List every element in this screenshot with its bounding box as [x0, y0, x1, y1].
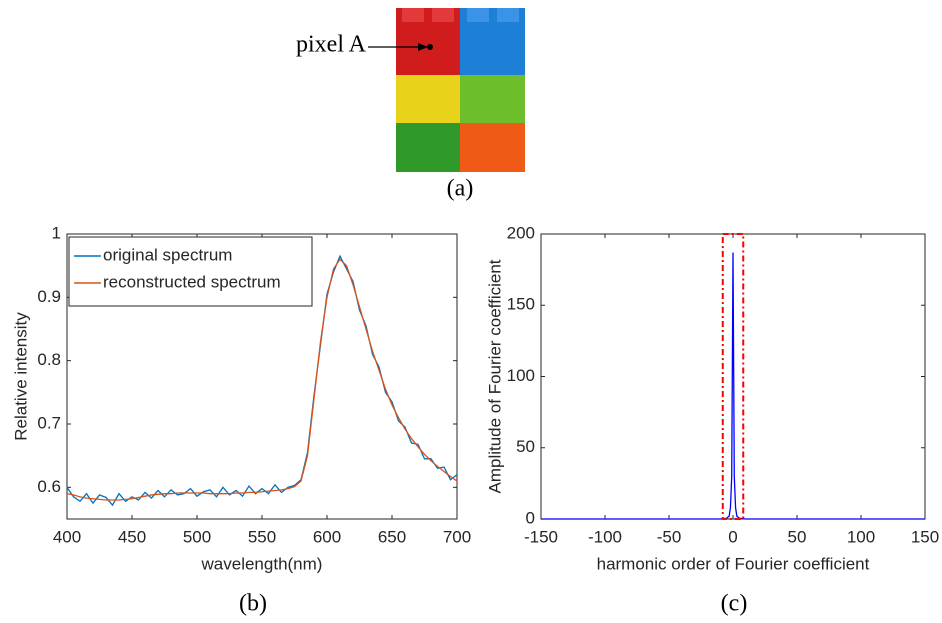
- caption: (c): [721, 591, 748, 617]
- y-tick-label: 0.6: [37, 477, 61, 496]
- annotation: pixel A: [296, 32, 367, 58]
- green-brick: [396, 123, 460, 172]
- y-axis-label: Relative intensity: [11, 312, 30, 441]
- line: [66, 258, 458, 501]
- caption: (b): [239, 591, 267, 617]
- x-tick-label: 100: [847, 527, 875, 546]
- stud: [497, 8, 519, 22]
- y-tick-label: 0: [526, 508, 535, 527]
- pixel-dot: [427, 44, 433, 50]
- x-tick-label: 0: [728, 527, 737, 546]
- x-tick-label: 650: [378, 527, 406, 546]
- x-tick-label: 500: [183, 527, 211, 546]
- lightgreen-brick: [460, 75, 525, 123]
- x-tick-label: 600: [313, 527, 341, 546]
- yellow-brick: [396, 75, 460, 123]
- x-tick-label: -50: [657, 527, 682, 546]
- line: [541, 252, 925, 520]
- x-tick-label: 50: [788, 527, 807, 546]
- x-tick-label: -100: [588, 527, 622, 546]
- highlight-box: [721, 233, 745, 520]
- y-tick-label: 50: [516, 437, 535, 456]
- x-tick-label: 700: [443, 527, 471, 546]
- arrow-head: [418, 43, 428, 51]
- x-tick-label: -150: [524, 527, 558, 546]
- x-tick-label: 150: [911, 527, 939, 546]
- x-axis-label: harmonic order of Fourier coefficient: [597, 554, 870, 573]
- stud: [432, 8, 454, 22]
- legend-box: [68, 236, 313, 307]
- y-tick-label: 0.8: [37, 350, 61, 369]
- legend-label: original spectrum: [103, 245, 232, 264]
- legend-label: reconstructed spectrum: [103, 272, 281, 291]
- line: [66, 254, 458, 507]
- x-tick-label: 450: [118, 527, 146, 546]
- photo: pixel A (a): [296, 8, 525, 202]
- y-tick-label: 0.9: [37, 287, 61, 306]
- y-tick-label: 0.7: [37, 413, 61, 432]
- stud: [467, 8, 489, 22]
- x-tick-label: 400: [53, 527, 81, 546]
- caption: (a): [447, 176, 474, 202]
- y-tick-label: 200: [507, 223, 535, 242]
- y-tick-label: 100: [507, 366, 535, 385]
- orange-brick: [460, 123, 525, 172]
- x-tick-label: 550: [248, 527, 276, 546]
- y-axis-label: Amplitude of Fourier coefficient: [485, 259, 504, 493]
- y-tick-label: 150: [507, 295, 535, 314]
- stud: [402, 8, 424, 22]
- y-tick-label: 1: [52, 223, 61, 242]
- x-axis-label: wavelength(nm): [201, 554, 323, 573]
